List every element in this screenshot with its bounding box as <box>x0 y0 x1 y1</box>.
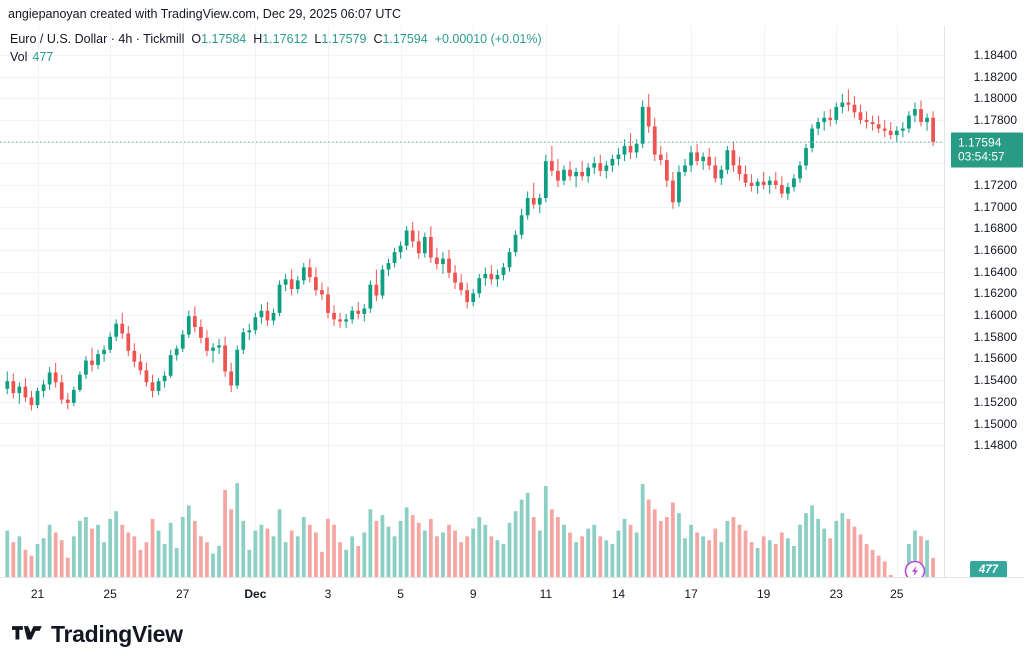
price-tick-label: 1.16200 <box>973 286 1017 301</box>
time-tick-label: 19 <box>757 587 771 601</box>
time-tick-label: 25 <box>103 587 117 601</box>
footer: TradingView <box>0 610 1024 661</box>
price-tick-label: 1.16000 <box>973 308 1017 323</box>
chart-overlay <box>0 141 944 577</box>
chart-frame: Euro / U.S. Dollar · 4h · Tickmill O1.17… <box>0 26 1024 611</box>
chart-plot-area[interactable]: Euro / U.S. Dollar · 4h · Tickmill O1.17… <box>0 26 944 577</box>
price-tick-label: 1.17200 <box>973 177 1017 192</box>
candlestick-series <box>5 89 935 577</box>
price-tick-label: 1.16600 <box>973 243 1017 257</box>
time-tick-label: 23 <box>829 587 843 601</box>
time-scale[interactable]: 21 25 27 Dec 3 5 9 11 14 17 19 23 25 <box>0 577 1024 611</box>
price-scale[interactable]: 1.184001.182001.180001.178001.174001.172… <box>944 26 1024 581</box>
time-tick-label: 3 <box>324 587 332 601</box>
tradingview-logo: TradingView <box>12 621 183 648</box>
time-tick-label: 11 <box>539 587 553 601</box>
current-price-badge[interactable]: 1.17594 03:54:57 <box>951 132 1023 168</box>
price-tick-label: 1.16400 <box>973 264 1017 279</box>
tradingview-logo-icon <box>12 626 42 640</box>
time-tick-label: 14 <box>611 587 626 601</box>
chart-gridlines <box>0 26 944 577</box>
volume-value-badge[interactable]: 477 <box>969 561 1007 581</box>
time-tick-label: 9 <box>469 587 477 601</box>
attribution-text: angiepanoyan created with TradingView.co… <box>8 7 402 21</box>
price-tick-label: 1.16800 <box>973 221 1017 236</box>
price-tick-label: 1.15000 <box>973 416 1017 431</box>
price-tick-label: 1.18000 <box>973 91 1017 106</box>
alert-marker-icon <box>904 560 926 577</box>
price-tick-label: 1.17000 <box>973 199 1017 214</box>
price-tick-label: 1.15400 <box>973 373 1017 388</box>
price-tick-label: 1.18400 <box>973 47 1017 62</box>
current-price-value: 1.17594 <box>958 135 1002 150</box>
price-tick-label: 1.15600 <box>973 351 1017 366</box>
tradingview-logo-text: TradingView <box>51 621 183 647</box>
time-tick-label: 17 <box>684 587 698 601</box>
time-tick-label: Dec <box>244 587 267 601</box>
price-tick-label: 1.14800 <box>973 438 1017 453</box>
bar-countdown: 03:54:57 <box>958 149 1005 164</box>
time-tick-label: 5 <box>397 587 404 601</box>
time-tick-label: 25 <box>890 587 904 601</box>
time-tick-label: 21 <box>30 587 45 601</box>
price-tick-label: 1.18200 <box>973 69 1017 84</box>
time-tick-label: 27 <box>176 587 190 601</box>
price-tick-label: 1.17800 <box>973 112 1017 127</box>
price-tick-label: 1.15800 <box>973 329 1017 344</box>
price-tick-label: 1.15200 <box>973 394 1017 409</box>
